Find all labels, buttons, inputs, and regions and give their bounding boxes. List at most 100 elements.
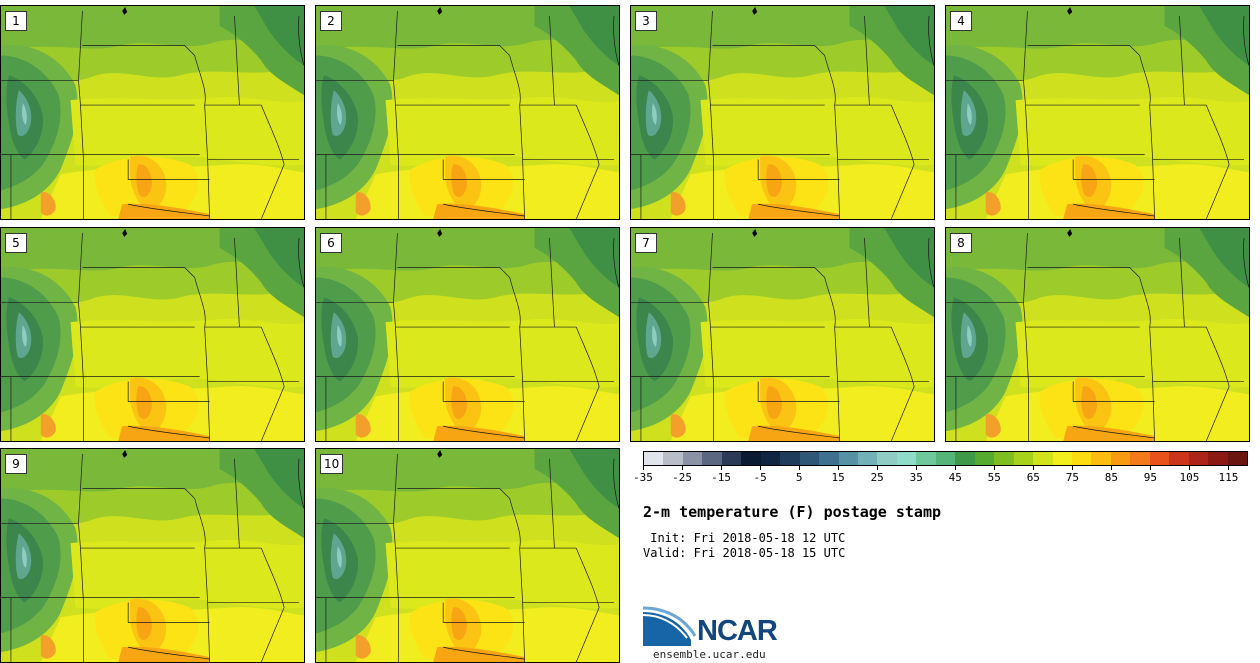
color-bar-swatch (1052, 452, 1072, 465)
color-bar-swatch (1227, 452, 1248, 465)
member-number: 1 (5, 11, 27, 31)
member-panel: 5 (0, 227, 305, 442)
color-bar-tick-label: 25 (870, 471, 884, 484)
member-number: 6 (320, 233, 342, 253)
color-bar-tick-label: 105 (1179, 471, 1200, 484)
color-bar-tick-label: 75 (1065, 471, 1079, 484)
color-bar-swatch (1208, 452, 1228, 465)
color-bar-swatch (663, 452, 683, 465)
color-bar-tick-label: 5 (795, 471, 803, 484)
color-bar-swatch (799, 452, 820, 465)
color-bar-swatch (819, 452, 839, 465)
color-bar-tick (838, 466, 840, 470)
valid-time: Valid: Fri 2018-05-18 15 UTC (643, 546, 846, 560)
product-title: 2-m temperature (F) postage stamp (643, 503, 942, 521)
member-panel: 9 (0, 448, 305, 663)
member-panel: 2 (315, 5, 620, 220)
color-bar-swatch (857, 452, 878, 465)
member-panel: 8 (945, 227, 1250, 442)
color-bar-tick (760, 466, 762, 470)
member-number: 9 (5, 454, 27, 474)
color-bar-swatch (916, 452, 936, 465)
color-bar-swatch (1169, 452, 1189, 465)
color-bar-tick-label: 115 (1218, 471, 1239, 484)
color-bar-swatch (780, 452, 800, 465)
color-bar-tick-label: 55 (987, 471, 1001, 484)
color-bar-tick-label: 45 (948, 471, 962, 484)
color-bar-tick (721, 466, 723, 470)
color-bar-tick-label: 15 (831, 471, 845, 484)
member-number: 8 (950, 233, 972, 253)
color-bar-tick (1228, 466, 1230, 470)
color-bar-swatch (721, 452, 742, 465)
color-bar-tick-label: 65 (1026, 471, 1040, 484)
temperature-map (631, 6, 934, 219)
color-bar-tick-label: 35 (909, 471, 923, 484)
color-bar-tick (1111, 466, 1113, 470)
member-panel: 1 (0, 5, 305, 220)
color-bar-tick (994, 466, 996, 470)
temperature-map (1, 6, 304, 219)
temperature-map (316, 228, 619, 441)
init-time: Init: Fri 2018-05-18 12 UTC (643, 531, 846, 545)
color-bar-swatch (644, 452, 664, 465)
color-bar-tick-label: 85 (1104, 471, 1118, 484)
member-panel: 6 (315, 227, 620, 442)
ncar-logo-icon (643, 606, 697, 646)
color-bar-tick-label: -5 (753, 471, 767, 484)
color-bar-tick (1033, 466, 1035, 470)
color-bar-tick (877, 466, 879, 470)
color-bar-tick-label: 95 (1143, 471, 1158, 484)
temperature-map (316, 449, 619, 662)
color-bar-swatch (1033, 452, 1053, 465)
member-panel: 3 (630, 5, 935, 220)
color-bar-tick (643, 466, 644, 470)
color-bar-swatch (877, 452, 897, 465)
temperature-map (946, 6, 1249, 219)
color-bar-swatch (974, 452, 995, 465)
color-bar-swatch (1091, 452, 1111, 465)
color-bar-swatch (1130, 452, 1150, 465)
color-bar-swatch (682, 452, 703, 465)
member-number: 3 (635, 11, 657, 31)
color-bar-tick-label: -15 (711, 471, 731, 484)
color-bar-swatch (702, 452, 722, 465)
member-number: 4 (950, 11, 972, 31)
color-bar-swatch (1188, 452, 1209, 465)
member-number: 5 (5, 233, 27, 253)
color-bar-swatch (1149, 452, 1170, 465)
ncar-logo-text: NCAR (697, 615, 778, 647)
color-bar-tick (1072, 466, 1074, 470)
temperature-map (1, 228, 304, 441)
color-bar-swatch (1013, 452, 1034, 465)
color-bar-tick-label: -25 (672, 471, 692, 484)
temperature-map (946, 228, 1249, 441)
member-panel: 4 (945, 5, 1250, 220)
color-bar-tick (682, 466, 684, 470)
member-number: 10 (320, 454, 344, 474)
color-bar (643, 451, 1248, 466)
color-bar-tick (955, 466, 957, 470)
member-number: 2 (320, 11, 342, 31)
site-url[interactable]: ensemble.ucar.edu (653, 648, 766, 661)
temperature-map (316, 6, 619, 219)
color-bar-tick-label: -35 (633, 471, 653, 484)
temperature-map (1, 449, 304, 662)
color-bar-ticks: -35 -25 -15 -5 5 15 25 35 45 55 65 75 85 95 105 115 (633, 466, 1248, 488)
temperature-map (631, 228, 934, 441)
color-bar-swatch (1110, 452, 1131, 465)
member-panel: 7 (630, 227, 935, 442)
color-bar-swatch (994, 452, 1014, 465)
color-bar-tick (1150, 466, 1152, 470)
member-panel: 10 (315, 448, 620, 663)
color-bar-swatch (935, 452, 956, 465)
color-bar-swatch (955, 452, 975, 465)
color-bar-tick (1189, 466, 1191, 470)
color-bar-tick (916, 466, 918, 470)
color-bar-swatch (896, 452, 917, 465)
member-number: 7 (635, 233, 657, 253)
color-bar-swatch (741, 452, 761, 465)
color-bar-swatch (838, 452, 858, 465)
color-bar-swatch (760, 452, 781, 465)
color-bar-tick (799, 466, 801, 470)
